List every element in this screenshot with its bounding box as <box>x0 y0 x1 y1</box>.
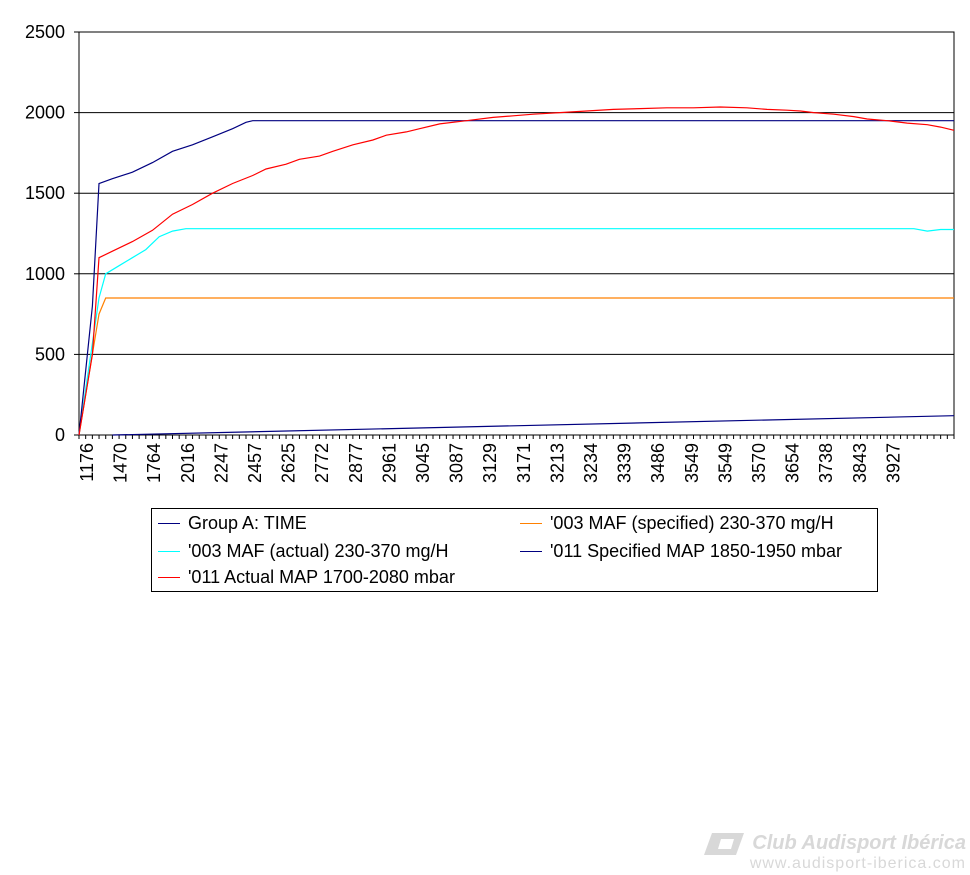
x-tick-label: 2961 <box>379 443 399 483</box>
legend-swatch <box>158 576 180 578</box>
legend-swatch <box>520 522 542 524</box>
x-tick-label: 2457 <box>245 443 265 483</box>
x-tick-label: 2016 <box>178 443 198 483</box>
series-line-2 <box>78 228 954 436</box>
y-tick-label: 500 <box>35 344 65 364</box>
series-line-4 <box>78 106 955 436</box>
x-tick-label: 3087 <box>447 443 467 483</box>
x-tick-label: 1470 <box>111 443 131 483</box>
legend-item-map-actual: '011 Actual MAP 1700-2080 mbar <box>158 565 455 589</box>
legend-swatch <box>158 522 180 524</box>
x-tick-label: 3171 <box>514 443 534 483</box>
plot-area-frame <box>78 31 955 436</box>
y-tick-label: 1500 <box>25 183 65 203</box>
x-tick-label: 2877 <box>346 443 366 483</box>
x-tick-label: 3549 <box>715 443 735 483</box>
watermark-title: Club Audisport Ibérica <box>704 832 966 855</box>
x-tick-label: 2247 <box>211 443 231 483</box>
x-tick-label: 3339 <box>615 443 635 483</box>
x-tick-label: 3570 <box>749 443 769 483</box>
legend-item-maf-specified: '003 MAF (specified) 230-370 mg/H <box>520 511 834 535</box>
legend-swatch <box>158 550 180 552</box>
x-tick-label: 1764 <box>144 443 164 483</box>
x-tick-label: 3213 <box>547 443 567 483</box>
x-tick-label: 3234 <box>581 443 601 483</box>
legend-swatch <box>520 550 542 552</box>
grid-lines <box>79 112 954 355</box>
x-axis-tick-labels: 1176 1470 1764 2016 2247 2457 2625 2772 2877 2961… <box>77 435 955 483</box>
y-tick-label: 0 <box>55 425 65 445</box>
y-tick-label: 2500 <box>25 22 65 42</box>
watermark: Club Audisport Ibérica www.audisport-ibe… <box>704 832 966 873</box>
y-tick-label: 2000 <box>25 103 65 123</box>
series-line-0 <box>112 415 955 436</box>
x-tick-label: 1176 <box>77 443 97 482</box>
legend-label: '011 Actual MAP 1700-2080 mbar <box>188 566 455 587</box>
series-line-1 <box>78 297 954 436</box>
x-tick-label: 2772 <box>312 443 332 483</box>
y-tick-label: 1000 <box>25 264 65 284</box>
watermark-title-text: Club Audisport Ibérica <box>752 832 966 854</box>
legend-item-group-a-time: Group A: TIME <box>158 511 307 535</box>
x-tick-label: 3738 <box>816 443 836 483</box>
x-tick-label: 3654 <box>783 443 803 483</box>
x-tick-label: 3486 <box>648 443 668 483</box>
x-tick-label: 2625 <box>279 443 299 483</box>
club-logo-icon <box>704 832 745 855</box>
legend-label: '011 Specified MAP 1850-1950 mbar <box>550 540 842 561</box>
legend: Group A: TIME '003 MAF (specified) 230-3… <box>151 508 878 592</box>
legend-item-maf-actual: '003 MAF (actual) 230-370 mg/H <box>158 539 449 563</box>
x-tick-label: 3045 <box>413 443 433 483</box>
legend-label: Group A: TIME <box>188 512 307 533</box>
series-lines <box>78 106 955 436</box>
series-line-3 <box>78 120 954 436</box>
watermark-url: www.audisport-iberica.com <box>749 855 966 872</box>
x-tick-label: 3129 <box>480 443 500 483</box>
x-tick-label: 3549 <box>682 443 702 483</box>
chart: 0 500 1000 1500 2000 2500 1176 1470 1764 2016 224… <box>25 22 955 483</box>
legend-label: '003 MAF (actual) 230-370 mg/H <box>188 540 449 561</box>
legend-item-map-specified: '011 Specified MAP 1850-1950 mbar <box>520 539 842 563</box>
legend-label: '003 MAF (specified) 230-370 mg/H <box>550 512 834 533</box>
x-tick-label: 3927 <box>883 443 903 483</box>
y-axis-tick-labels: 0 500 1000 1500 2000 2500 <box>25 22 79 445</box>
x-tick-label: 3843 <box>850 443 870 483</box>
